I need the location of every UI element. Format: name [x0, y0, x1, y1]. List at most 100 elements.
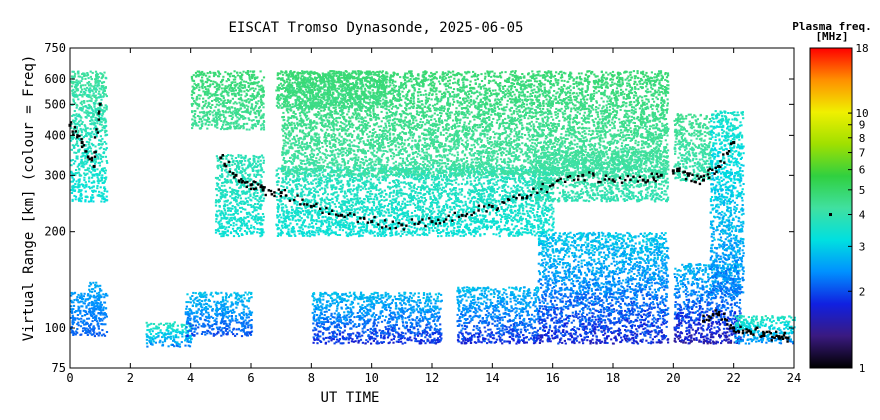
data-point [218, 101, 220, 103]
data-point [255, 166, 257, 168]
data-point [243, 323, 245, 325]
data-point [276, 214, 278, 216]
data-point [172, 325, 174, 327]
data-point [223, 185, 225, 187]
data-point [76, 140, 78, 142]
data-point [262, 231, 264, 233]
data-point [92, 288, 94, 290]
data-point [236, 292, 238, 294]
data-point [172, 344, 174, 346]
data-point [84, 125, 86, 127]
data-point [89, 83, 91, 85]
data-point [155, 333, 157, 335]
data-point [233, 292, 235, 294]
data-point [230, 224, 232, 226]
data-point [104, 134, 106, 136]
data-point [231, 158, 233, 160]
data-point [212, 295, 214, 297]
data-point [248, 292, 250, 294]
data-point [234, 107, 236, 109]
data-point [72, 301, 74, 303]
data-point [196, 99, 198, 101]
data-point [195, 76, 197, 78]
data-point [242, 87, 244, 89]
data-point [230, 214, 232, 216]
data-point [101, 73, 103, 75]
data-point [104, 198, 106, 200]
data-point [363, 77, 365, 79]
data-point [416, 195, 418, 197]
data-point [376, 197, 378, 199]
data-point [409, 204, 411, 206]
data-point [247, 326, 249, 328]
data-point [537, 228, 539, 230]
data-point [86, 323, 88, 325]
data-point [89, 310, 91, 312]
data-point [235, 160, 237, 162]
data-point [336, 75, 338, 77]
data-point [182, 329, 184, 331]
data-point [78, 179, 80, 181]
data-point [242, 125, 244, 127]
data-point [91, 109, 93, 111]
data-point [249, 180, 251, 182]
data-point [233, 235, 235, 237]
data-point [77, 71, 79, 73]
data-point [301, 208, 303, 210]
data-point [76, 296, 78, 298]
data-region-0 [70, 71, 108, 203]
data-point [84, 148, 86, 150]
data-point [248, 129, 250, 131]
data-point [203, 296, 205, 298]
data-point [158, 324, 160, 326]
data-point [86, 328, 88, 330]
data-point [89, 291, 91, 293]
data-point [155, 342, 157, 344]
data-point [190, 301, 192, 303]
data-point [245, 323, 247, 325]
data-point [176, 345, 178, 347]
data-point [217, 183, 219, 185]
data-point [255, 82, 257, 84]
data-point [148, 324, 150, 326]
data-point [82, 129, 84, 131]
data-point [89, 120, 91, 122]
data-point [84, 92, 86, 94]
data-point [103, 296, 105, 298]
data-point [71, 149, 73, 151]
data-point [286, 74, 288, 76]
data-point [428, 232, 430, 234]
data-point [279, 99, 281, 101]
data-point [257, 94, 259, 96]
data-point [104, 119, 106, 121]
data-point [84, 303, 86, 305]
data-point [216, 113, 218, 115]
data-point [233, 90, 235, 92]
data-point [235, 307, 237, 309]
data-point [153, 323, 155, 325]
data-point [85, 307, 87, 309]
data-point [243, 223, 245, 225]
data-point [403, 231, 405, 233]
data-point [93, 314, 95, 316]
data-point [94, 146, 96, 148]
data-point [219, 175, 221, 177]
data-point [191, 110, 193, 112]
data-point [237, 125, 239, 127]
data-point [277, 74, 279, 76]
data-point [91, 98, 93, 100]
data-point [315, 182, 317, 184]
data-point [181, 336, 183, 338]
data-point [189, 341, 191, 343]
data-point [220, 196, 222, 198]
data-point [244, 332, 246, 334]
data-point [214, 86, 216, 88]
data-point [241, 312, 243, 314]
data-point [74, 160, 76, 162]
data-point [230, 174, 232, 176]
data-point [85, 105, 87, 107]
data-point [84, 78, 86, 80]
data-point [209, 325, 211, 327]
data-point [238, 90, 240, 92]
